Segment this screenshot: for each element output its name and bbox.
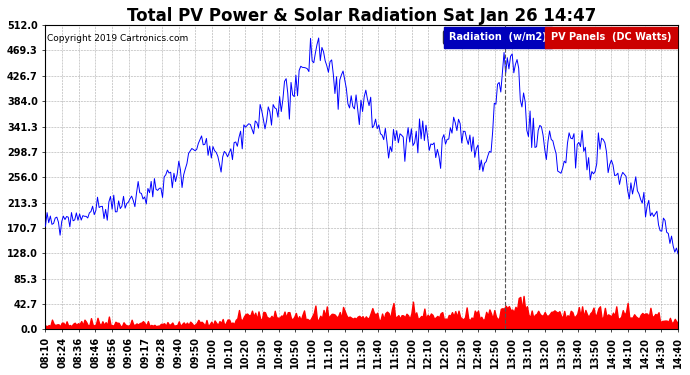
Text: Copyright 2019 Cartronics.com: Copyright 2019 Cartronics.com <box>47 34 188 43</box>
Legend: Radiation  (w/m2), PV Panels  (DC Watts): Radiation (w/m2), PV Panels (DC Watts) <box>443 30 673 44</box>
Title: Total PV Power & Solar Radiation Sat Jan 26 14:47: Total PV Power & Solar Radiation Sat Jan… <box>127 7 596 25</box>
